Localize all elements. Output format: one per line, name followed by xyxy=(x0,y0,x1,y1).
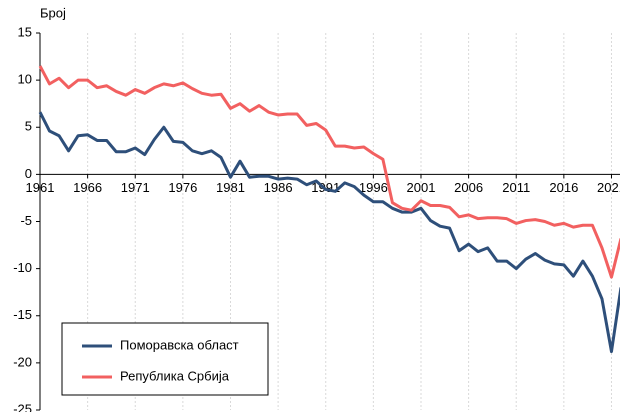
y-tick-label: 5 xyxy=(25,119,32,134)
x-tick-label: 2021 xyxy=(597,180,620,195)
x-tick-label: 2011 xyxy=(502,180,530,195)
y-tick-label: -20 xyxy=(13,354,32,369)
x-tick-label: 2016 xyxy=(549,180,578,195)
series-line xyxy=(38,111,620,354)
y-tick-label: -15 xyxy=(13,307,32,322)
x-tick-label: 1966 xyxy=(73,180,102,195)
x-tick-label: 1981 xyxy=(216,180,245,195)
legend-label: Република Србија xyxy=(120,368,230,383)
x-tick-label: 2001 xyxy=(407,180,436,195)
legend-label: Поморавска област xyxy=(120,337,239,352)
y-tick-label: 10 xyxy=(18,72,32,87)
x-tick-label: 1986 xyxy=(264,180,293,195)
y-axis-label: Број xyxy=(40,5,66,20)
y-tick-label: -25 xyxy=(13,401,32,412)
y-tick-label: 15 xyxy=(18,24,32,39)
legend-box xyxy=(61,322,269,396)
x-tick-label: 1996 xyxy=(359,180,388,195)
x-tick-label: 1976 xyxy=(168,180,197,195)
x-tick-label: 2006 xyxy=(454,180,483,195)
series-line xyxy=(38,65,620,279)
y-tick-label: 0 xyxy=(25,166,32,181)
y-tick-label: -5 xyxy=(20,213,32,228)
x-tick-label: 1971 xyxy=(121,180,150,195)
y-tick-label: -10 xyxy=(13,260,32,275)
